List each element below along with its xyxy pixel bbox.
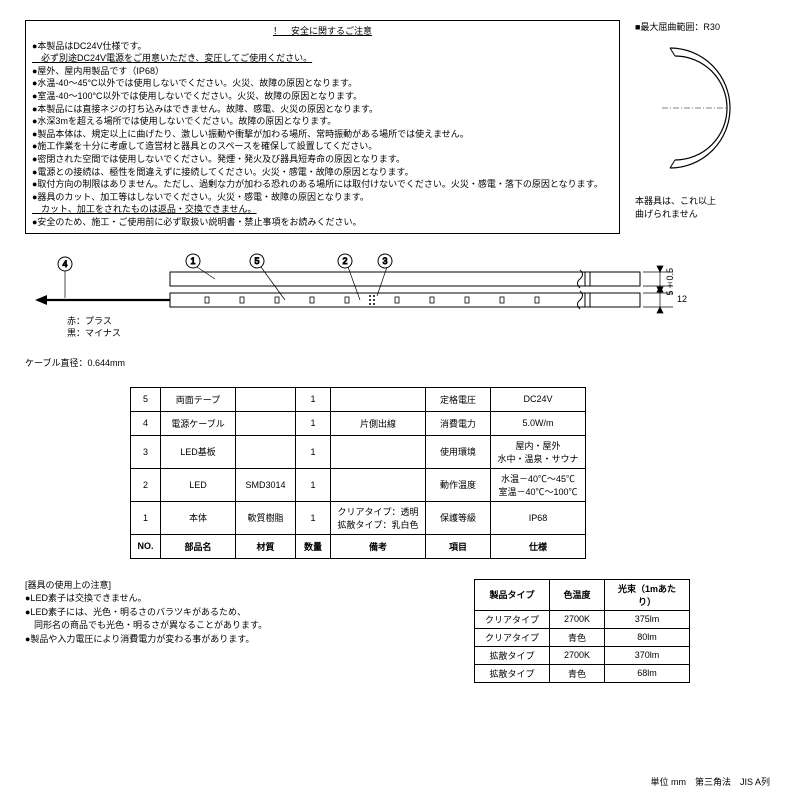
parts-cell: 軟質樹脂 — [236, 501, 296, 534]
wire-black: 黒：マイナス — [67, 326, 121, 339]
warning-line: ●施工作業を十分に考慮して造営材と器具とのスペースを確保して設置してください。 — [32, 140, 613, 153]
parts-header-cell: NO. — [131, 534, 161, 558]
warning-line: ●製品本体は、規定以上に曲げたり、激しい振動や衝撃が加わる場所、常時振動がある場… — [32, 128, 613, 141]
parts-header-cell: 材質 — [236, 534, 296, 558]
parts-cell: 1 — [131, 501, 161, 534]
parts-cell: 4 — [131, 411, 161, 435]
cable-diameter: ケーブル直径：0.644mm — [25, 356, 125, 369]
type-table: 製品タイプ色温度光束（1mあたり）クリアタイプ2700K375lmクリアタイプ青… — [474, 579, 690, 683]
parts-header-cell: 仕様 — [491, 534, 586, 558]
parts-cell: DC24V — [491, 387, 586, 411]
warning-line: ●電源との接続は、極性を間違えずに接続してください。火災・感電・故障の原因となり… — [32, 166, 613, 179]
parts-cell: 本体 — [161, 501, 236, 534]
parts-cell: 保護等級 — [426, 501, 491, 534]
svg-text:3: 3 — [382, 256, 387, 266]
parts-cell: 両面テープ — [161, 387, 236, 411]
parts-cell — [331, 435, 426, 468]
warning-line: ●水深3mを超える場所では使用しないでください。故障の原因となります。 — [32, 115, 613, 128]
warning-line: ●水温-40～45°C以外では使用しないでください。火災、故障の原因となります。 — [32, 77, 613, 90]
bend-note: 本器具は、これ以上 曲げられません — [635, 194, 775, 220]
parts-cell: 2 — [131, 468, 161, 501]
parts-cell: 電源ケーブル — [161, 411, 236, 435]
parts-cell: 1 — [296, 387, 331, 411]
warning-title: ！ 安全に関するご注意 — [32, 25, 613, 38]
parts-cell: 1 — [296, 468, 331, 501]
bend-diagram — [635, 38, 775, 190]
parts-cell: 片側出線 — [331, 411, 426, 435]
parts-cell: SMD3014 — [236, 468, 296, 501]
parts-cell: 1 — [296, 411, 331, 435]
parts-cell: 定格電圧 — [426, 387, 491, 411]
parts-cell: 5 — [131, 387, 161, 411]
warning-line: ●器具のカット、加工等はしないでください。火災・感電・故障の原因となります。 — [32, 191, 613, 204]
usage-line: ●LED素子には、光色・明るさのバラツキがあるため、 — [25, 606, 325, 620]
warning-line: ●屋外、屋内用製品です（IP68） — [32, 65, 613, 78]
parts-cell: 拡散タイプ — [475, 646, 550, 664]
warning-line: ●安全のため、施工・ご使用前に必ず取扱い説明書・禁止事項をお読みください。 — [32, 216, 613, 229]
bend-title: ■最大屈曲範囲：R30 — [635, 20, 775, 33]
warning-line: ●本製品はDC24V仕様です。 — [32, 40, 613, 53]
parts-cell: 80lm — [605, 628, 690, 646]
parts-cell: 68lm — [605, 664, 690, 682]
parts-cell: クリアタイプ — [475, 628, 550, 646]
product-diagram: 4 1 5 2 3 5±0.5 12 赤：プ — [25, 252, 775, 372]
parts-cell — [331, 468, 426, 501]
parts-cell: 3 — [131, 435, 161, 468]
usage-title: [器具の使用上の注意] — [25, 579, 325, 593]
parts-cell: クリアタイプ：透明 拡散タイプ：乳白色 — [331, 501, 426, 534]
svg-text:2: 2 — [342, 256, 347, 266]
parts-cell: 青色 — [550, 664, 605, 682]
parts-cell — [331, 387, 426, 411]
parts-table: 5両面テープ1定格電圧DC24V4電源ケーブル1片側出線消費電力5.0W/m3L… — [130, 387, 586, 559]
dim-b: 12 — [677, 294, 687, 304]
dim-a: 5±0.5 — [665, 268, 675, 296]
svg-text:4: 4 — [62, 259, 67, 269]
parts-cell: LED基板 — [161, 435, 236, 468]
parts-header-cell: 項目 — [426, 534, 491, 558]
parts-cell: LED — [161, 468, 236, 501]
parts-cell: 1 — [296, 501, 331, 534]
parts-cell — [236, 387, 296, 411]
parts-cell — [236, 435, 296, 468]
parts-cell: 5.0W/m — [491, 411, 586, 435]
svg-text:5: 5 — [254, 256, 259, 266]
warning-line: 必ず別途DC24V電源をご用意いただき、変圧してご使用ください。 — [32, 52, 613, 65]
parts-cell — [236, 411, 296, 435]
parts-cell: 水温－40℃～45℃ 室温－40℃～100℃ — [491, 468, 586, 501]
parts-cell: 消費電力 — [426, 411, 491, 435]
usage-line: ●製品や入力電圧により消費電力が変わる事があります。 — [25, 633, 325, 647]
parts-cell: 370lm — [605, 646, 690, 664]
usage-notes: [器具の使用上の注意] ●LED素子は交換できません。●LED素子には、光色・明… — [25, 579, 325, 683]
warning-line: ●取付方向の制限はありません。ただし、過剰な力が加わる恐れのある場所には取付けな… — [32, 178, 613, 191]
warning-line: ●室温-40～100°C以外では使用しないでください。火災、故障の原因となります… — [32, 90, 613, 103]
warning-line: ●密閉された空間では使用しないでください。発煙・発火及び器具短寿命の原因となりま… — [32, 153, 613, 166]
parts-cell: 青色 — [550, 628, 605, 646]
parts-header-cell: 数量 — [296, 534, 331, 558]
warning-line: ●本製品には直接ネジの打ち込みはできません。故障、感電、火災の原因となります。 — [32, 103, 613, 116]
usage-line: 同形名の商品でも光色・明るさが異なることがあります。 — [25, 619, 325, 633]
bend-spec: ■最大屈曲範囲：R30 本器具は、これ以上 曲げられません — [635, 20, 775, 234]
safety-warning-box: ！ 安全に関するご注意 ●本製品はDC24V仕様です。 必ず別途DC24V電源を… — [25, 20, 620, 234]
parts-header-cell: 備考 — [331, 534, 426, 558]
parts-cell: 2700K — [550, 646, 605, 664]
parts-header-cell: 色温度 — [550, 579, 605, 610]
footer: 単位 mm 第三角法 JIS A列 — [650, 775, 770, 788]
parts-cell: クリアタイプ — [475, 610, 550, 628]
parts-header-cell: 製品タイプ — [475, 579, 550, 610]
svg-text:1: 1 — [190, 256, 195, 266]
warning-line: カット、加工をされたものは返品・交換できません。 — [32, 203, 613, 216]
parts-cell: 使用環境 — [426, 435, 491, 468]
usage-line: ●LED素子は交換できません。 — [25, 592, 325, 606]
parts-cell: 2700K — [550, 610, 605, 628]
parts-cell: 屋内・屋外 水中・温泉・サウナ — [491, 435, 586, 468]
parts-cell: 拡散タイプ — [475, 664, 550, 682]
parts-cell: 動作温度 — [426, 468, 491, 501]
parts-cell: IP68 — [491, 501, 586, 534]
parts-cell: 1 — [296, 435, 331, 468]
parts-cell: 375lm — [605, 610, 690, 628]
parts-header-cell: 部品名 — [161, 534, 236, 558]
parts-header-cell: 光束（1mあたり） — [605, 579, 690, 610]
